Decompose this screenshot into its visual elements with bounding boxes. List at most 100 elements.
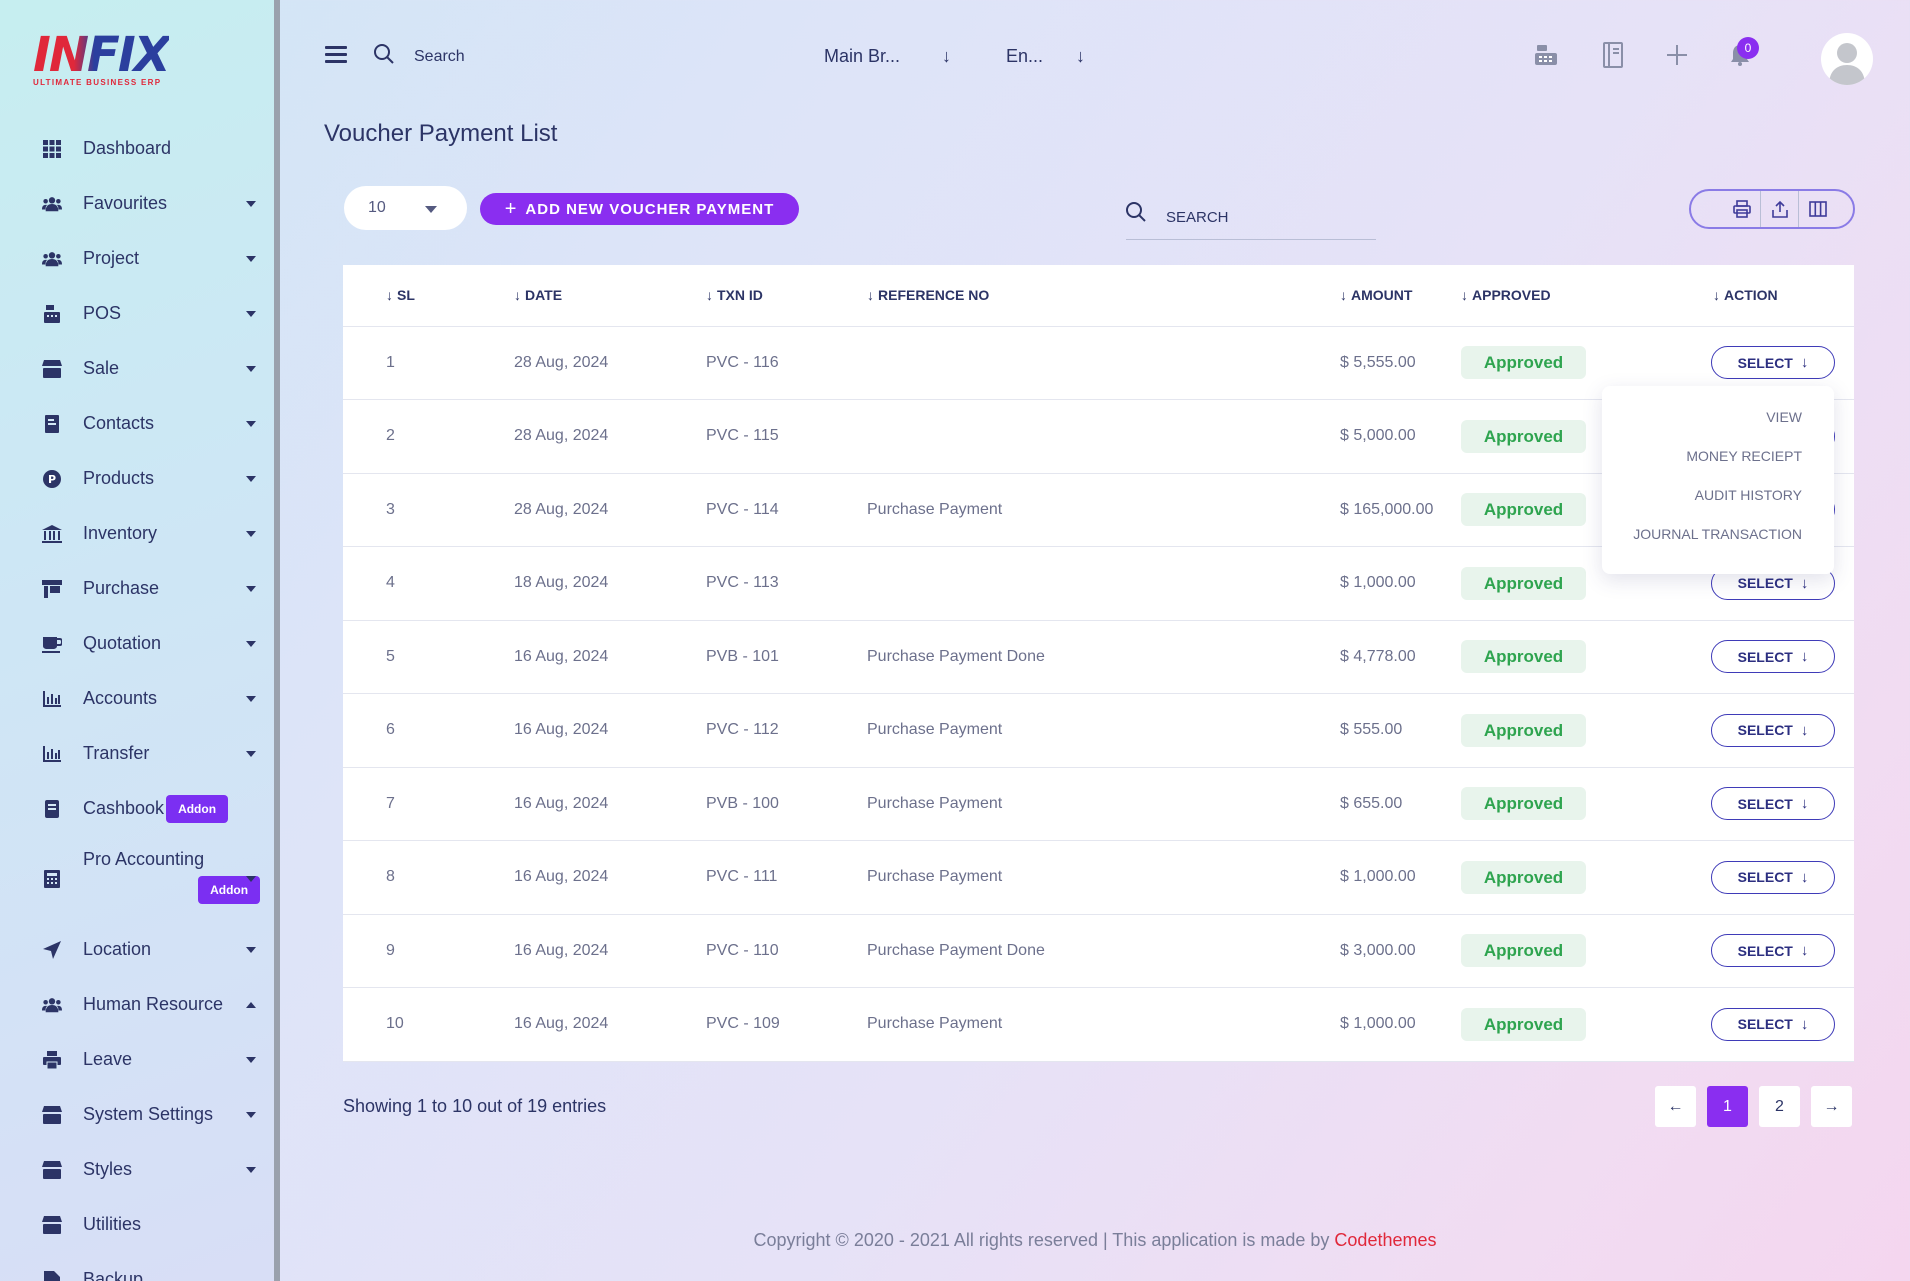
notebook-icon[interactable] xyxy=(1598,40,1628,70)
column-header-approved[interactable]: ↓ APPROVED xyxy=(1443,265,1669,327)
sidebar-item-products[interactable]: P Products xyxy=(0,451,270,506)
avatar[interactable] xyxy=(1821,33,1873,85)
sort-arrow-icon: ↓ xyxy=(1713,287,1720,304)
topbar: Main Br... ↓ En... ↓ 0 xyxy=(280,0,1910,115)
copyright-brand-link[interactable]: Codethemes xyxy=(1334,1230,1437,1250)
row-reference-no xyxy=(857,326,1242,400)
users-icon xyxy=(42,194,62,214)
sidebar-item-accounts[interactable]: Accounts xyxy=(0,671,270,726)
sidebar-item-human-resource[interactable]: Human Resource xyxy=(0,977,270,1032)
sidebar-item-cashbook[interactable]: Cashbook Addon xyxy=(0,781,270,836)
column-header-txn-id[interactable]: ↓ TXN ID xyxy=(696,265,857,327)
select-action-button[interactable]: SELECT ↓ xyxy=(1711,346,1835,380)
dropdown-item-audit-history[interactable]: AUDIT HISTORY xyxy=(1694,487,1802,503)
caret-down-icon xyxy=(246,640,256,647)
row-date: 16 Aug, 2024 xyxy=(486,620,696,694)
caret-down-icon xyxy=(246,255,256,262)
status-badge: Approved xyxy=(1461,419,1586,453)
sidebar-item-pro-accounting[interactable]: Pro Accounting Addon xyxy=(0,836,270,922)
add-voucher-payment-button[interactable]: + ADD NEW VOUCHER PAYMENT xyxy=(480,193,799,225)
row-reference-no: Purchase Payment xyxy=(857,473,1242,547)
store-icon xyxy=(42,1215,62,1235)
row-action-cell: SELECT ↓ xyxy=(1669,840,1854,915)
sidebar-scrollbar[interactable] xyxy=(274,0,280,1281)
sidebar-item-inventory[interactable]: Inventory xyxy=(0,506,270,561)
column-header-amount[interactable]: ↓ AMOUNT xyxy=(1242,265,1443,327)
status-badge: Approved xyxy=(1461,787,1586,821)
row-txn-id: PVC - 116 xyxy=(696,326,857,400)
select-action-label: SELECT xyxy=(1737,575,1793,592)
file-icon xyxy=(42,1270,62,1281)
row-txn-id: PVC - 110 xyxy=(696,914,857,988)
branch-select[interactable]: Main Br... xyxy=(824,46,901,66)
export-upload-icon[interactable] xyxy=(1761,191,1799,227)
sidebar-item-dashboard[interactable]: Dashboard xyxy=(0,121,270,176)
sidebar-item-purchase[interactable]: Purchase xyxy=(0,561,270,616)
select-action-button[interactable]: SELECT ↓ xyxy=(1711,934,1835,968)
sidebar-item-favourites[interactable]: Favourites xyxy=(0,176,270,231)
select-action-button[interactable]: SELECT ↓ xyxy=(1711,787,1835,821)
select-action-button[interactable]: SELECT ↓ xyxy=(1711,640,1835,674)
language-arrow-down-icon[interactable]: ↓ xyxy=(1076,46,1085,66)
dropdown-item-money-reciept[interactable]: MONEY RECIEPT xyxy=(1686,448,1802,464)
caret-down-icon xyxy=(246,695,256,702)
print-icon[interactable] xyxy=(1723,191,1761,227)
per-page-select[interactable]: 10 xyxy=(344,186,467,230)
row-reference-no: Purchase Payment xyxy=(857,840,1242,915)
column-header-action[interactable]: ↓ ACTION xyxy=(1669,265,1854,327)
sidebar-item-project[interactable]: Project xyxy=(0,231,270,286)
column-header-sl[interactable]: ↓ SL xyxy=(343,265,486,327)
plus-icon[interactable] xyxy=(1662,40,1692,70)
store-icon xyxy=(42,1160,62,1180)
select-action-button[interactable]: SELECT ↓ xyxy=(1711,1007,1835,1041)
row-sl: 2 xyxy=(343,399,486,474)
entries-summary: Showing 1 to 10 out of 19 entries xyxy=(343,1096,607,1116)
pagination-page-1[interactable]: 1 xyxy=(1707,1086,1748,1127)
sidebar-item-contacts[interactable]: Contacts xyxy=(0,396,270,451)
column-header-label: DATE xyxy=(525,287,563,304)
row-approved-cell: Approved xyxy=(1443,546,1669,621)
row-approved-cell: Approved xyxy=(1443,840,1669,915)
pagination-next-button[interactable]: → xyxy=(1811,1086,1852,1127)
pagination-page-2[interactable]: 2 xyxy=(1759,1086,1800,1127)
logo-text: INFIX xyxy=(33,27,171,83)
book-icon xyxy=(42,799,62,819)
select-action-button[interactable]: SELECT ↓ xyxy=(1711,713,1835,747)
store-icon xyxy=(42,1105,62,1125)
pagination-prev-button[interactable]: ← xyxy=(1655,1086,1696,1127)
columns-icon[interactable] xyxy=(1799,191,1837,227)
logo[interactable]: INFIX ULTIMATE BUSINESS ERP xyxy=(33,27,171,87)
column-header-date[interactable]: ↓ DATE xyxy=(486,265,696,327)
sidebar-item-styles[interactable]: Styles xyxy=(0,1142,270,1197)
branch-arrow-down-icon[interactable]: ↓ xyxy=(942,46,951,66)
sidebar-item-sale[interactable]: Sale xyxy=(0,341,270,396)
export-toolbar xyxy=(1689,189,1855,229)
sidebar-item-pos[interactable]: POS xyxy=(0,286,270,341)
menu-toggle-icon[interactable] xyxy=(325,46,347,64)
select-action-button[interactable]: SELECT ↓ xyxy=(1711,860,1835,894)
sidebar-item-backup[interactable]: Backup xyxy=(0,1252,270,1281)
sidebar-item-transfer[interactable]: Transfer xyxy=(0,726,270,781)
addon-badge: Addon xyxy=(166,794,229,823)
table-search-input[interactable] xyxy=(1126,196,1376,240)
sidebar-item-location[interactable]: Location xyxy=(0,922,270,977)
dropdown-item-journal-transaction[interactable]: JOURNAL TRANSACTION xyxy=(1633,526,1802,542)
arrow-down-icon: ↓ xyxy=(1800,942,1809,960)
row-date: 28 Aug, 2024 xyxy=(486,473,696,547)
sidebar-item-leave[interactable]: Leave xyxy=(0,1032,270,1087)
cash-register-icon[interactable] xyxy=(1531,40,1561,70)
sort-arrow-icon: ↓ xyxy=(386,287,393,304)
column-header-reference-no[interactable]: ↓ REFERENCE NO xyxy=(857,265,1242,327)
sort-arrow-icon: ↓ xyxy=(514,287,521,304)
language-select[interactable]: En... xyxy=(1006,46,1044,66)
sidebar-item-quotation[interactable]: Quotation xyxy=(0,616,270,671)
row-date: 16 Aug, 2024 xyxy=(486,767,696,841)
caret-down-icon xyxy=(246,310,256,317)
users-icon xyxy=(42,249,62,269)
top-search-input[interactable] xyxy=(414,42,644,72)
sidebar-item-utilities[interactable]: Utilities xyxy=(0,1197,270,1252)
dropdown-item-view[interactable]: VIEW xyxy=(1766,409,1802,425)
sidebar-item-label: Dashboard xyxy=(83,138,172,158)
sidebar-item-label: Human Resource xyxy=(83,994,224,1014)
sidebar-item-system-settings[interactable]: System Settings xyxy=(0,1087,270,1142)
